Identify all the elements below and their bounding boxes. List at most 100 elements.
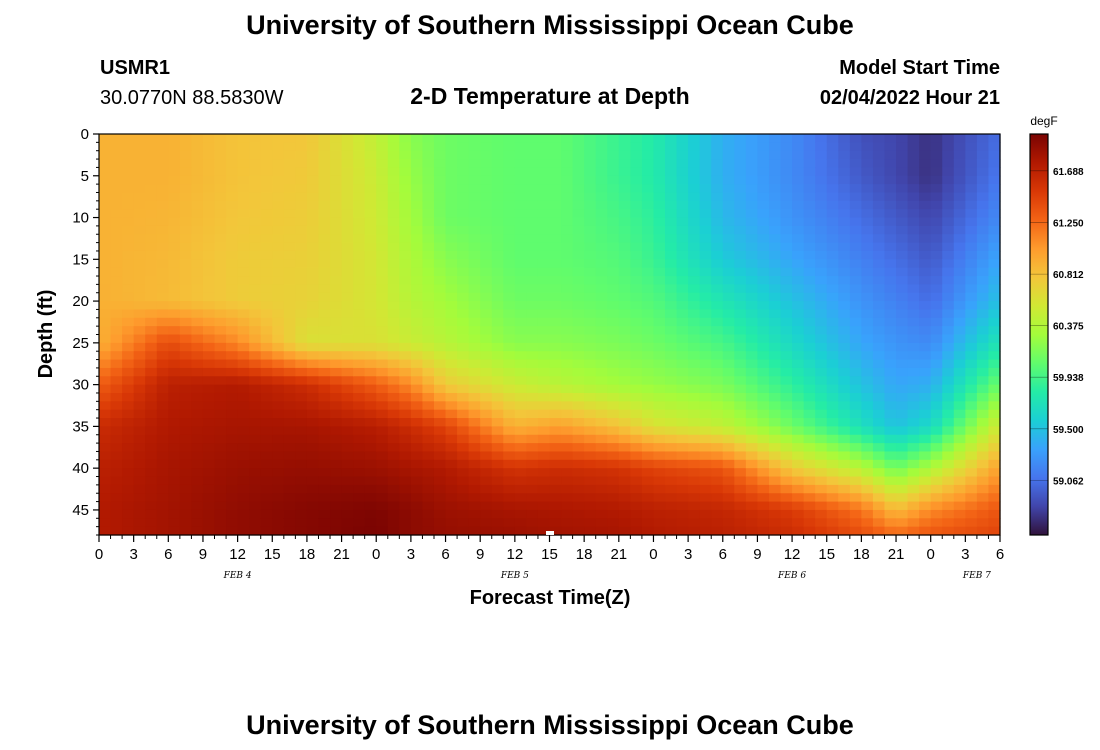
heatmap-cell	[249, 225, 262, 235]
heatmap-cell	[757, 392, 770, 402]
heatmap-cell	[433, 284, 447, 294]
heatmap-cell	[884, 217, 897, 227]
heatmap-cell	[110, 443, 123, 453]
heatmap-cell	[976, 175, 990, 185]
heatmap-cell	[884, 259, 897, 269]
heatmap-cell	[676, 150, 689, 160]
heatmap-cell	[364, 526, 377, 536]
heatmap-cell	[480, 443, 493, 453]
heatmap-cell	[630, 250, 643, 260]
heatmap-cell	[849, 200, 862, 210]
heatmap-cell	[283, 276, 296, 285]
heatmap-cell	[514, 451, 527, 461]
heatmap-cell	[872, 317, 886, 327]
y-tick-label: 30	[72, 377, 89, 394]
heatmap-cell	[630, 526, 643, 536]
heatmap-cell	[595, 292, 608, 302]
heatmap-cell	[595, 409, 608, 419]
heatmap-cell	[665, 359, 678, 369]
heatmap-cell	[896, 493, 909, 503]
heatmap-cell	[491, 384, 504, 394]
heatmap-cell	[803, 150, 816, 160]
heatmap-cell	[896, 184, 909, 194]
heatmap-cell	[295, 259, 308, 269]
heatmap-cell	[468, 217, 481, 227]
heatmap-cell	[930, 167, 943, 177]
heatmap-cell	[283, 426, 296, 436]
heatmap-cell	[976, 518, 990, 528]
heatmap-cell	[260, 493, 273, 503]
heatmap-cell	[145, 259, 158, 269]
heatmap-cell	[815, 409, 828, 419]
heatmap-cell	[641, 484, 655, 494]
heatmap-cell	[872, 292, 886, 302]
heatmap-cell	[907, 468, 920, 478]
heatmap-cell	[122, 451, 135, 461]
heatmap-cell	[341, 276, 354, 285]
heatmap-cell	[561, 392, 574, 402]
heatmap-cell	[399, 418, 412, 427]
heatmap-cell	[191, 192, 204, 202]
heatmap-cell	[942, 167, 955, 177]
heatmap-cell	[491, 292, 504, 302]
heatmap-cell	[133, 259, 146, 269]
heatmap-cell	[826, 326, 839, 336]
heatmap-cell	[537, 418, 551, 427]
heatmap-cell	[202, 392, 216, 402]
heatmap-cell	[110, 426, 123, 436]
heatmap-cell	[722, 225, 735, 235]
heatmap-cell	[422, 159, 435, 169]
heatmap-cell	[491, 334, 504, 344]
heatmap-cell	[226, 259, 239, 269]
heatmap-cell	[399, 225, 412, 235]
heatmap-cell	[953, 501, 966, 511]
heatmap-cell	[861, 134, 874, 143]
heatmap-cell	[480, 451, 493, 461]
heatmap-cell	[849, 518, 862, 528]
heatmap-cell	[803, 317, 816, 327]
heatmap-cell	[942, 367, 955, 377]
heatmap-cell	[780, 451, 793, 461]
heatmap-cell	[145, 159, 158, 169]
heatmap-cell	[896, 134, 909, 143]
heatmap-cell	[561, 142, 574, 152]
heatmap-cell	[676, 451, 689, 461]
heatmap-cell	[584, 242, 597, 252]
heatmap-cell	[295, 142, 308, 152]
heatmap-cell	[433, 401, 447, 411]
heatmap-cell	[618, 292, 631, 302]
heatmap-cell	[607, 367, 620, 377]
heatmap-cell	[179, 392, 193, 402]
heatmap-cell	[688, 134, 701, 143]
heatmap-cell	[907, 484, 920, 494]
heatmap-cell	[133, 443, 146, 453]
heatmap-cell	[930, 476, 943, 486]
heatmap-cell	[826, 476, 839, 486]
heatmap-cell	[387, 367, 400, 377]
heatmap-cell	[722, 142, 735, 152]
heatmap-cell	[433, 184, 447, 194]
heatmap-cell	[584, 276, 597, 285]
heatmap-cell	[919, 242, 932, 252]
heatmap-cell	[711, 250, 724, 260]
heatmap-cell	[156, 150, 169, 160]
heatmap-cell	[537, 276, 551, 285]
heatmap-cell	[688, 359, 701, 369]
heatmap-cell	[306, 175, 320, 185]
heatmap-cell	[826, 301, 839, 311]
heatmap-cell	[930, 200, 943, 210]
heatmap-cell	[410, 284, 424, 294]
heatmap-cell	[249, 392, 262, 402]
heatmap-cell	[942, 434, 955, 444]
heatmap-cell	[260, 225, 273, 235]
heatmap-cell	[445, 142, 458, 152]
heatmap-cell	[295, 384, 308, 394]
heatmap-cell	[815, 276, 828, 285]
heatmap-cell	[976, 234, 990, 244]
heatmap-cell	[491, 401, 504, 411]
heatmap-cell	[780, 409, 793, 419]
heatmap-cell	[341, 134, 354, 143]
heatmap-cell	[445, 217, 458, 227]
heatmap-cell	[272, 334, 285, 344]
heatmap-cell	[364, 392, 377, 402]
